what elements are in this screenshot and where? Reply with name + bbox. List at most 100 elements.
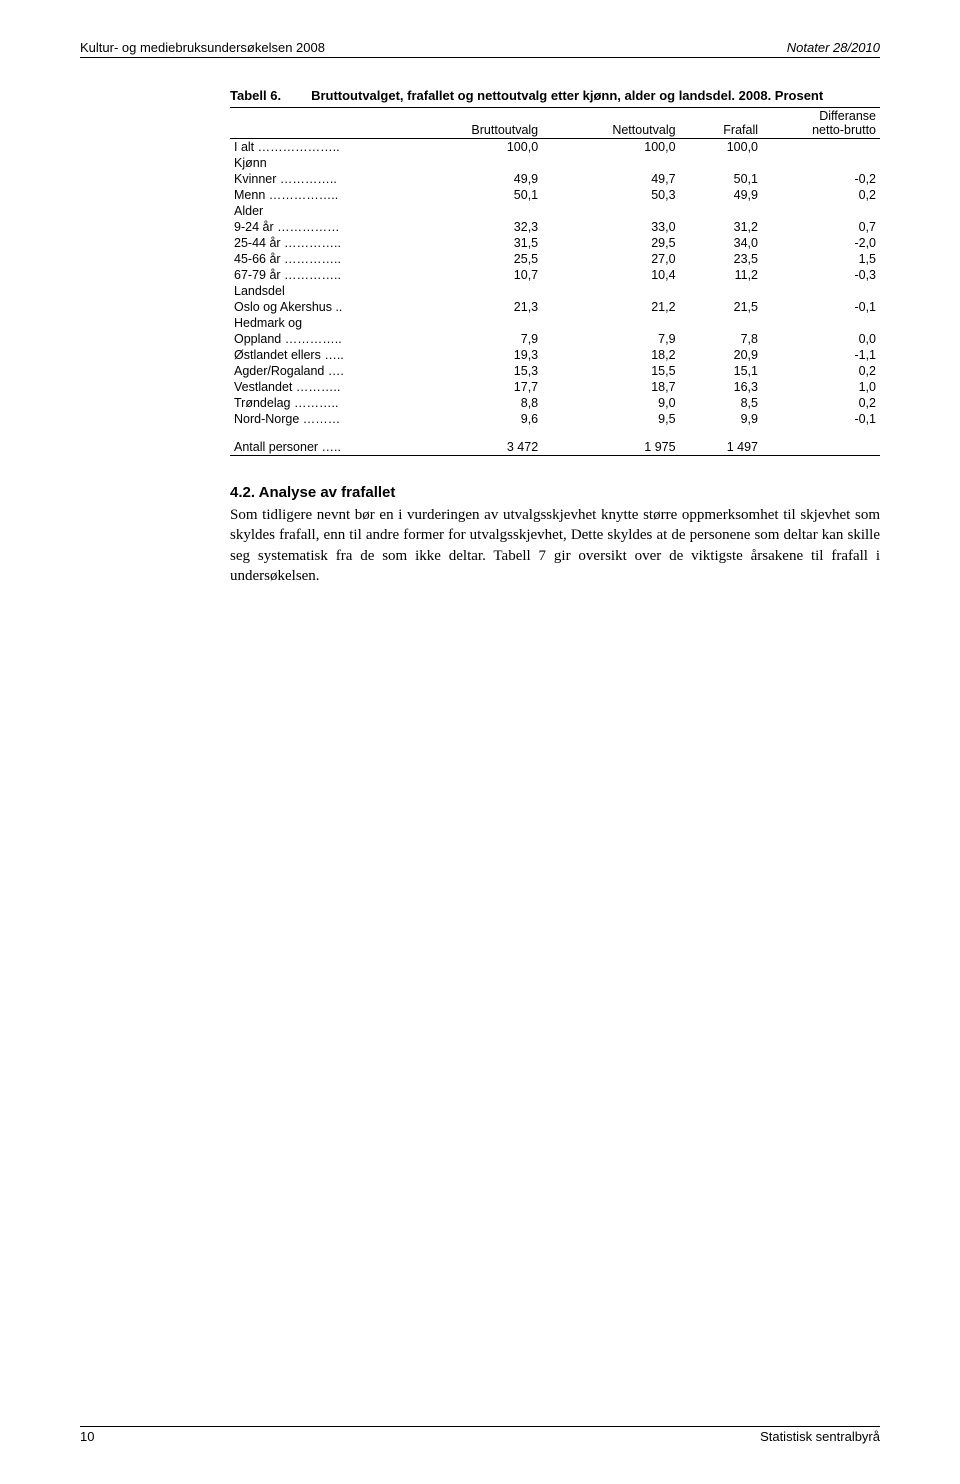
row-label: Hedmark og <box>230 315 398 331</box>
cell-value: 15,1 <box>680 363 762 379</box>
cell-value: 0,0 <box>762 331 880 347</box>
cell-value: 15,3 <box>398 363 542 379</box>
cell-value: 0,2 <box>762 363 880 379</box>
col-differanse: Differansenetto-brutto <box>762 108 880 139</box>
row-label: Kvinner ………….. <box>230 171 398 187</box>
cell-value <box>680 315 762 331</box>
cell-value: 25,5 <box>398 251 542 267</box>
group-label: Alder <box>230 203 398 219</box>
header-right: Notater 28/2010 <box>787 40 880 55</box>
cell-value: 21,2 <box>542 299 679 315</box>
cell-value: 49,9 <box>398 171 542 187</box>
group-label: Landsdel <box>230 283 398 299</box>
cell-value: 9,5 <box>542 411 679 427</box>
cell-value: 34,0 <box>680 235 762 251</box>
col-frafall: Frafall <box>680 108 762 139</box>
cell-value: -0,2 <box>762 171 880 187</box>
cell-value: 50,1 <box>398 187 542 203</box>
table-row: Menn ……………..50,150,349,90,2 <box>230 187 880 203</box>
cell-value: 100,0 <box>398 139 542 156</box>
table-row: 45-66 år …………..25,527,023,51,5 <box>230 251 880 267</box>
cell-value: -0,1 <box>762 299 880 315</box>
cell-value: 10,4 <box>542 267 679 283</box>
row-label: Agder/Rogaland …. <box>230 363 398 379</box>
header-left: Kultur- og mediebruksundersøkelsen 2008 <box>80 40 325 55</box>
cell-value: 7,9 <box>542 331 679 347</box>
table-row: 9-24 år ……………32,333,031,20,7 <box>230 219 880 235</box>
table-row: Oslo og Akershus ..21,321,221,5-0,1 <box>230 299 880 315</box>
cell-value: 31,2 <box>680 219 762 235</box>
row-label: 67-79 år ………….. <box>230 267 398 283</box>
table-caption: Tabell 6. Bruttoutvalget, frafallet og n… <box>230 88 880 103</box>
table-row: Nord-Norge ………9,69,59,9-0,1 <box>230 411 880 427</box>
cell-value: -0,3 <box>762 267 880 283</box>
cell-value: 50,1 <box>680 171 762 187</box>
table-row: Hedmark og <box>230 315 880 331</box>
cell-value: 20,9 <box>680 347 762 363</box>
table-row: Oppland …………..7,97,97,80,0 <box>230 331 880 347</box>
table-row: 67-79 år …………..10,710,411,2-0,3 <box>230 267 880 283</box>
cell-value: 7,9 <box>398 331 542 347</box>
cell-value: 49,7 <box>542 171 679 187</box>
table-row: Kjønn <box>230 155 880 171</box>
cell-value: -0,1 <box>762 411 880 427</box>
cell-value <box>398 315 542 331</box>
cell-value <box>762 139 880 156</box>
cell-value: 33,0 <box>542 219 679 235</box>
cell-value: 21,5 <box>680 299 762 315</box>
table-row: Trøndelag ………..8,89,08,50,2 <box>230 395 880 411</box>
row-label: Oslo og Akershus .. <box>230 299 398 315</box>
row-label: 45-66 år ………….. <box>230 251 398 267</box>
cell-value: 8,8 <box>398 395 542 411</box>
row-label: Menn …………….. <box>230 187 398 203</box>
row-label: 25-44 år ………….. <box>230 235 398 251</box>
cell-value: 15,5 <box>542 363 679 379</box>
cell-value: 7,8 <box>680 331 762 347</box>
cell-value: 1 975 <box>542 439 679 456</box>
row-label: Trøndelag ……….. <box>230 395 398 411</box>
cell-value: 10,7 <box>398 267 542 283</box>
main-content: Tabell 6. Bruttoutvalget, frafallet og n… <box>230 88 880 586</box>
cell-value: 32,3 <box>398 219 542 235</box>
col-bruttoutvalg: Bruttoutvalg <box>398 108 542 139</box>
row-label: Antall personer ….. <box>230 439 398 456</box>
cell-value: 1,5 <box>762 251 880 267</box>
cell-value: 23,5 <box>680 251 762 267</box>
section-heading: 4.2. Analyse av frafallet <box>230 484 880 501</box>
table-row: Landsdel <box>230 283 880 299</box>
cell-value: -1,1 <box>762 347 880 363</box>
cell-value: 3 472 <box>398 439 542 456</box>
cell-value: 17,7 <box>398 379 542 395</box>
table-label: Tabell 6. <box>230 88 281 103</box>
cell-value: 16,3 <box>680 379 762 395</box>
cell-value: 19,3 <box>398 347 542 363</box>
group-label: Kjønn <box>230 155 398 171</box>
row-label: Nord-Norge ……… <box>230 411 398 427</box>
cell-value: 49,9 <box>680 187 762 203</box>
table-row: Agder/Rogaland ….15,315,515,10,2 <box>230 363 880 379</box>
cell-value: 18,7 <box>542 379 679 395</box>
row-label: Vestlandet ……….. <box>230 379 398 395</box>
table-description: Bruttoutvalget, frafallet og nettoutvalg… <box>311 88 823 103</box>
cell-value: 100,0 <box>542 139 679 156</box>
table-row: Alder <box>230 203 880 219</box>
cell-value: 21,3 <box>398 299 542 315</box>
col-nettoutvalg: Nettoutvalg <box>542 108 679 139</box>
cell-value <box>542 315 679 331</box>
cell-value <box>762 439 880 456</box>
page-header: Kultur- og mediebruksundersøkelsen 2008 … <box>80 40 880 58</box>
cell-value: 50,3 <box>542 187 679 203</box>
row-label: Østlandet ellers ….. <box>230 347 398 363</box>
cell-value: 1 497 <box>680 439 762 456</box>
table-row <box>230 427 880 439</box>
page-footer: 10 Statistisk sentralbyrå <box>80 1426 880 1444</box>
table-row: Østlandet ellers …..19,318,220,9-1,1 <box>230 347 880 363</box>
cell-value: 1,0 <box>762 379 880 395</box>
cell-value: 9,0 <box>542 395 679 411</box>
table-row: Vestlandet ………..17,718,716,31,0 <box>230 379 880 395</box>
cell-value: -2,0 <box>762 235 880 251</box>
cell-value: 0,2 <box>762 187 880 203</box>
cell-value: 18,2 <box>542 347 679 363</box>
col-blank <box>230 108 398 139</box>
cell-value: 8,5 <box>680 395 762 411</box>
